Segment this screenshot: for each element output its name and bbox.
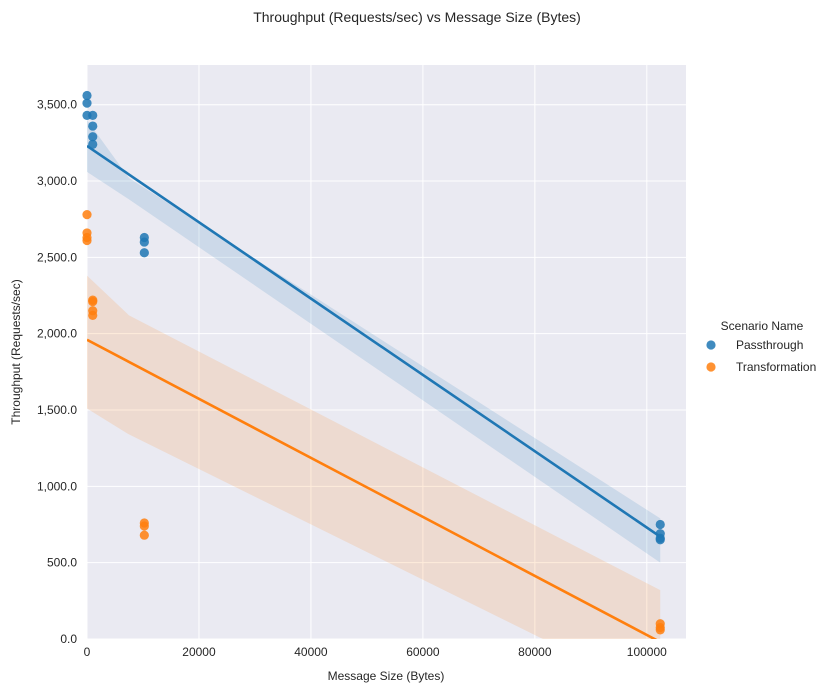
data-point (139, 521, 149, 531)
y-tick-label: 1,500.0 (37, 403, 77, 417)
y-tick-label: 2,500.0 (37, 250, 77, 264)
data-point (139, 530, 149, 540)
data-point (655, 535, 665, 545)
data-point (88, 297, 98, 307)
x-tick-label: 40000 (294, 645, 328, 659)
y-tick-label: 2,000.0 (37, 327, 77, 341)
data-point (655, 519, 665, 530)
data-point (139, 248, 149, 258)
data-point (88, 139, 98, 149)
legend-marker (706, 362, 716, 372)
data-point (82, 90, 92, 101)
data-point (88, 310, 98, 320)
grid-lines (86, 65, 686, 640)
data-point (655, 625, 665, 635)
x-tick-label: 60000 (406, 645, 440, 659)
data-points (82, 90, 665, 635)
regression-lines (87, 144, 661, 639)
legend-marker (706, 340, 716, 350)
y-tick-label: 1,000.0 (37, 479, 77, 493)
regression-line (87, 144, 661, 538)
chart-title: Throughput (Requests/sec) vs Message Siz… (253, 9, 581, 25)
data-point (139, 237, 149, 247)
data-point (88, 121, 98, 131)
plot-area (87, 65, 686, 639)
x-axis-label: Message Size (Bytes) (328, 669, 445, 683)
x-tick-label: 0 (84, 645, 91, 659)
x-tick-label: 80000 (518, 645, 552, 659)
x-tick-label: 20000 (182, 645, 216, 659)
data-point (82, 210, 92, 220)
y-tick-label: 0.0 (60, 632, 77, 646)
y-tick-label: 500.0 (47, 556, 77, 570)
y-axis-label: Throughput (Requests/sec) (9, 279, 23, 424)
legend: Scenario Name Passthrough Transformation (706, 319, 816, 374)
confidence-band (87, 275, 661, 639)
regression-line (87, 338, 658, 639)
data-point (82, 235, 92, 246)
legend-title: Scenario Name (721, 319, 804, 333)
y-tick-label: 3,000.0 (37, 174, 77, 188)
data-point (82, 98, 92, 108)
legend-label: Transformation (736, 360, 816, 374)
y-tick-label: 3,500.0 (37, 98, 77, 112)
data-point (88, 132, 98, 142)
y-axis-ticks: 0.0 500.0 1,000.0 1,500.0 2,000.0 2,500.0 3,00… (37, 98, 77, 646)
x-tick-label: 100000 (627, 645, 667, 659)
x-axis-ticks: 0 20000 40000 60000 80000 100000 (84, 645, 668, 659)
legend-label: Passthrough (736, 338, 803, 352)
data-point (88, 110, 98, 120)
